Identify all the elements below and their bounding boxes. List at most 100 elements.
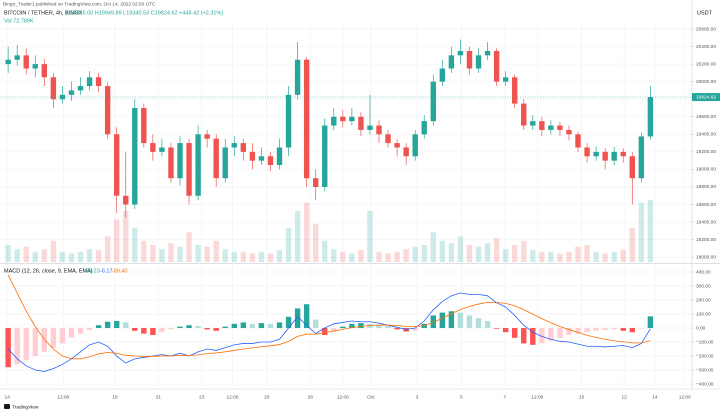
y-tick-label: 19000.00 (696, 167, 716, 173)
volume-label: Vol 72.789K (4, 18, 34, 24)
candle-body (439, 68, 446, 82)
histogram-bar (23, 328, 29, 361)
volume-bar (448, 243, 455, 262)
volume-bar (267, 253, 274, 262)
y-tick-label: 20000.00 (696, 79, 716, 85)
y-tick-label: 20600.00 (696, 26, 716, 32)
volume-bar (358, 250, 364, 262)
histogram-bar (493, 328, 500, 329)
volume-bar (412, 246, 418, 262)
histogram-bar (512, 328, 518, 338)
y-tick-label: 18800.00 (696, 184, 716, 190)
candle-body (95, 77, 102, 87)
histogram-bar (530, 328, 536, 345)
histogram-bar (593, 328, 599, 331)
candle-body (466, 50, 473, 69)
candle-body (285, 94, 292, 148)
candle-body (421, 121, 427, 135)
candle-body (512, 77, 518, 104)
candle-body (584, 147, 590, 157)
volume-bar (222, 249, 228, 262)
signal-value: -89.40 (112, 268, 128, 274)
volume-bar (593, 251, 599, 262)
volume-bar (493, 238, 500, 262)
histogram-bar (222, 326, 228, 329)
x-tick-label: 7 (503, 394, 506, 400)
y-tick-label: 400.00 (696, 269, 711, 275)
x-tick-label: 3 (416, 394, 419, 400)
histogram-bar (312, 319, 319, 329)
candle-body (493, 50, 500, 82)
volume-bar (475, 246, 482, 262)
histogram-bar (159, 328, 165, 333)
volume-bar (466, 244, 473, 262)
volume-bar (294, 210, 301, 262)
volume-bar (403, 249, 409, 262)
last-price-tag (692, 93, 720, 102)
histogram-bar (123, 322, 129, 329)
volume-bar (14, 249, 20, 262)
volume-bar (204, 246, 210, 262)
volume-bar (376, 251, 382, 262)
y-tick-label: −300.00 (696, 367, 714, 373)
volume-bar (539, 251, 545, 262)
candle-body (331, 116, 337, 126)
candle-body (602, 151, 608, 161)
histogram-bar (14, 328, 20, 365)
volume-bar (231, 251, 237, 262)
volume-bar (276, 250, 283, 262)
candle-body (258, 156, 265, 161)
histogram-bar (331, 328, 337, 333)
candle-body (475, 55, 482, 69)
histogram-bar (95, 325, 102, 329)
candle-body (548, 125, 554, 130)
y-tick-label: 18600.00 (696, 202, 716, 208)
candle-body (647, 97, 654, 137)
volume-bar (41, 249, 48, 262)
candle-body (566, 129, 572, 135)
candle-body (412, 134, 418, 157)
histogram-bar (285, 316, 292, 329)
histogram-bar (466, 315, 473, 329)
candle-body (620, 151, 626, 157)
candle-body (349, 116, 355, 122)
volume-bar (584, 244, 590, 262)
histogram-bar (249, 323, 256, 329)
candle-body (141, 107, 147, 144)
histogram-bar (276, 322, 283, 329)
volume-bar (620, 250, 626, 262)
volume-bar (439, 240, 446, 262)
histogram-bar (620, 328, 626, 331)
volume-bar (385, 253, 391, 262)
volume-bar (32, 251, 38, 262)
histogram-bar (638, 328, 645, 329)
histogram-bar (5, 328, 11, 368)
volume-bar (159, 249, 165, 262)
histogram-bar (448, 311, 455, 329)
volume-bar (86, 249, 93, 262)
volume-bar (548, 251, 554, 262)
candle-body (86, 77, 93, 87)
volume-bar (303, 202, 310, 262)
x-tick-label: 12:00 (226, 394, 238, 400)
candle-body (340, 116, 346, 122)
candle-body (403, 147, 409, 157)
y-tick-label: 18000.00 (696, 254, 716, 260)
candle-body (168, 147, 174, 179)
volume-bar (629, 227, 635, 262)
volume-bar (530, 250, 536, 262)
candle-body (150, 143, 156, 152)
volume-bar (150, 244, 156, 262)
histogram-bar (113, 321, 120, 329)
volume-bar (602, 253, 608, 262)
y-tick-label: 19600.00 (696, 114, 716, 120)
volume-bar (557, 253, 563, 262)
candle-body (68, 90, 75, 95)
candle-body (14, 55, 20, 60)
volume-bar (195, 244, 201, 262)
volume-bar (186, 232, 192, 262)
histogram-bar (557, 328, 563, 338)
candle-body (50, 77, 57, 100)
